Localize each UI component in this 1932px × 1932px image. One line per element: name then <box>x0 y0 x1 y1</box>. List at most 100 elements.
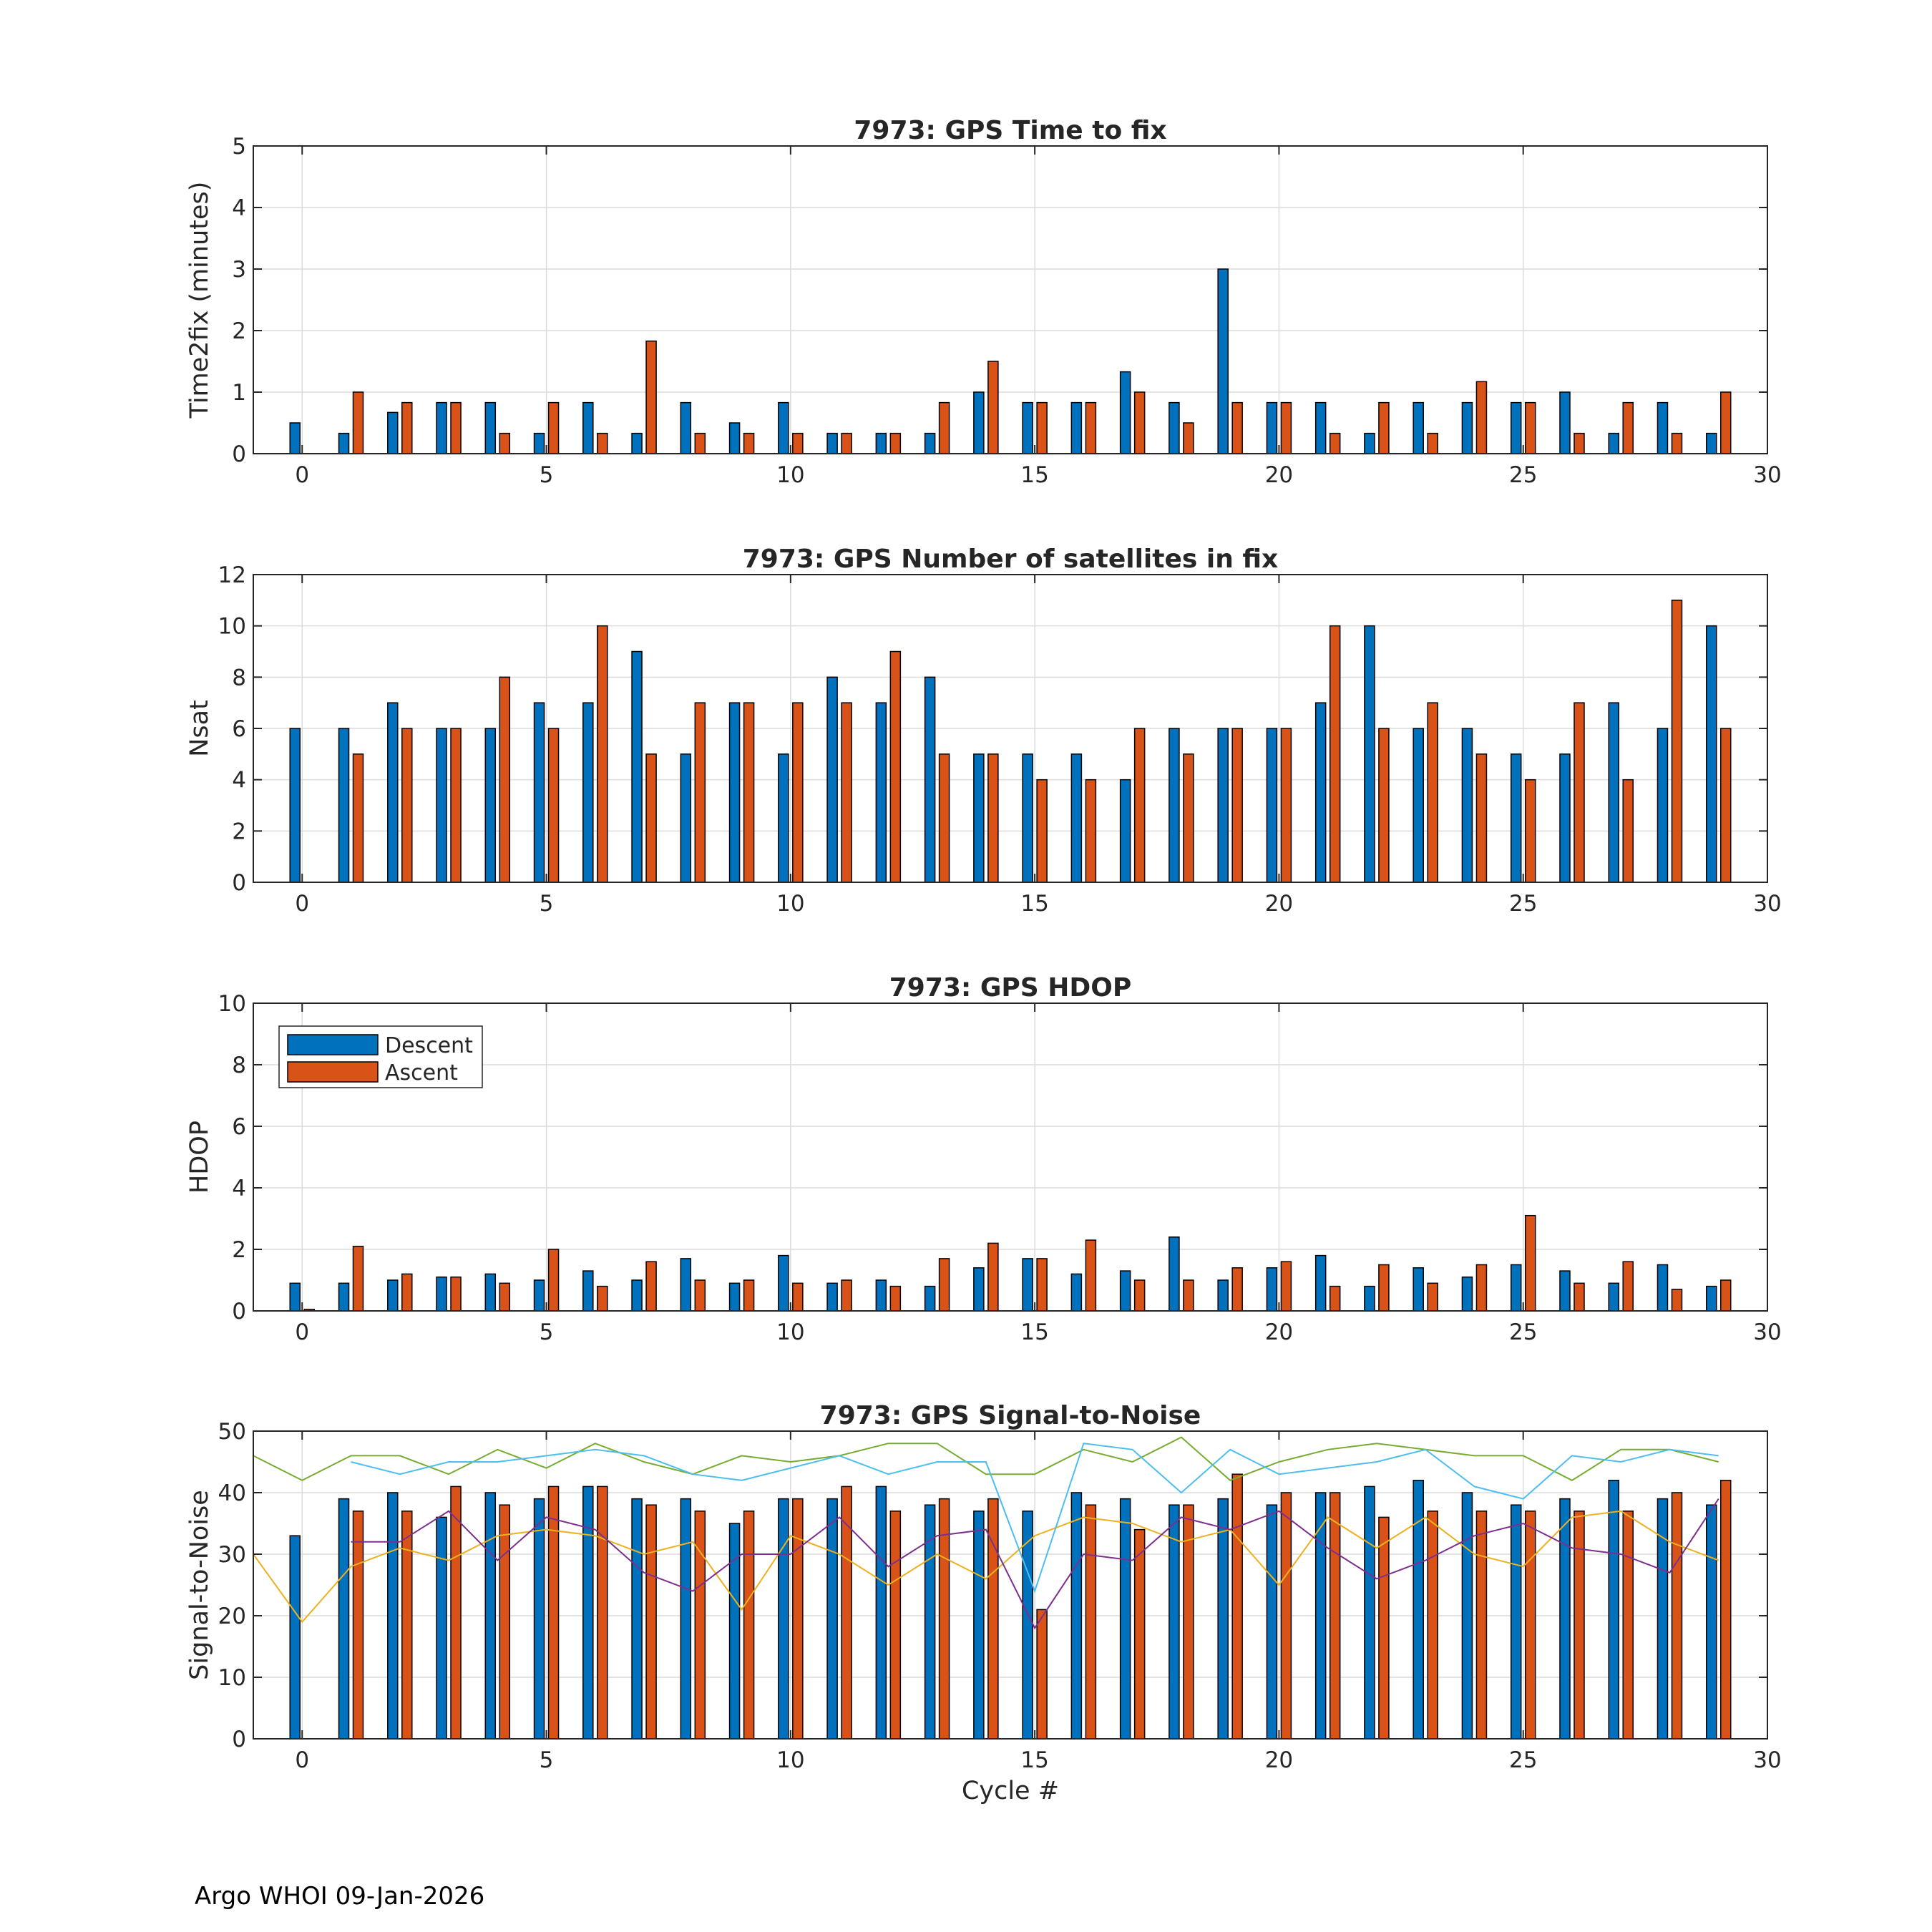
bar-descent <box>338 1282 350 1312</box>
snr-line-2 <box>351 1498 1719 1630</box>
x-tick-label: 0 <box>295 462 309 488</box>
y-axis-label: HDOP <box>185 1121 214 1194</box>
bar-descent <box>533 432 545 454</box>
y-tick-label: 4 <box>232 1176 246 1201</box>
bar-ascent <box>1574 1282 1585 1312</box>
bar-descent <box>973 391 985 454</box>
bar-ascent <box>1085 401 1097 454</box>
bar-descent <box>484 1492 497 1740</box>
bar-descent <box>1070 401 1083 454</box>
bar-descent <box>387 1279 399 1312</box>
x-tick-label: 15 <box>1020 1747 1048 1773</box>
x-tick-label: 5 <box>540 891 554 917</box>
y-tick-label: 8 <box>232 665 246 691</box>
bar-descent <box>973 1267 985 1312</box>
snr-line-3 <box>253 1436 1719 1481</box>
bar-descent <box>631 650 643 883</box>
bar-descent <box>1217 1498 1229 1740</box>
bar-ascent <box>1329 1492 1341 1740</box>
legend-swatch-descent <box>287 1034 379 1055</box>
y-tick-label: 6 <box>232 716 246 742</box>
bar-descent <box>1364 625 1375 883</box>
x-tick-label: 20 <box>1265 891 1293 917</box>
legend-label-ascent: Ascent <box>385 1060 458 1085</box>
bar-descent <box>1266 1504 1278 1740</box>
x-tick-label: 10 <box>776 1319 804 1345</box>
y-tick-label: 0 <box>232 870 246 896</box>
bar-descent <box>1461 1276 1473 1312</box>
bar-descent <box>1169 1236 1180 1312</box>
y-tick-label: 5 <box>232 134 246 160</box>
bar-ascent <box>1183 753 1194 883</box>
bar-ascent <box>450 1485 462 1740</box>
bar-descent <box>1705 625 1717 883</box>
bar-descent <box>1413 1267 1424 1312</box>
bar-ascent <box>499 1504 511 1740</box>
bar-ascent <box>889 1285 902 1312</box>
bar-descent <box>1657 728 1669 883</box>
bar-ascent <box>1133 1528 1146 1740</box>
bar-ascent <box>792 702 804 883</box>
bar-ascent <box>1427 1511 1438 1740</box>
bar-descent <box>778 401 789 454</box>
y-tick-label: 6 <box>232 1114 246 1140</box>
bar-descent <box>1119 1498 1131 1740</box>
bar-ascent <box>352 1245 364 1312</box>
bar-descent <box>1461 728 1473 883</box>
bar-ascent <box>841 702 852 883</box>
chart-panel-2: 0 5 10 15 20 25 30 0 2 4 6 8 10 12 7973: GPS Number of… <box>185 545 1782 917</box>
chart-title: 7973: GPS Signal-to-Noise <box>820 1401 1201 1430</box>
bar-descent <box>484 728 497 883</box>
bar-descent <box>1217 268 1229 454</box>
x-tick-label: 25 <box>1509 891 1537 917</box>
legend-label-descent: Descent <box>385 1033 473 1058</box>
bar-ascent <box>743 432 755 454</box>
bar-ascent <box>1085 779 1097 883</box>
chart-title: 7973: GPS HDOP <box>889 973 1132 1002</box>
bar-descent <box>1510 753 1522 883</box>
bar-descent <box>289 1282 301 1312</box>
bar-descent <box>680 401 692 454</box>
bar-descent <box>973 753 985 883</box>
bar-ascent <box>938 401 950 454</box>
bar-descent <box>1510 401 1522 454</box>
bar-descent <box>1070 753 1083 883</box>
bar-descent <box>826 676 838 883</box>
y-tick-label: 10 <box>218 991 246 1017</box>
y-tick-label: 0 <box>232 1727 246 1752</box>
bar-ascent <box>1475 381 1488 454</box>
bar-descent <box>1705 1504 1717 1740</box>
bar-ascent <box>1036 401 1048 454</box>
bar-descent <box>289 728 301 883</box>
y-tick-label: 40 <box>218 1480 246 1506</box>
y-axis-label: Time2fix (minutes) <box>185 182 214 419</box>
bar-ascent <box>1475 1264 1488 1312</box>
bar-descent <box>631 1279 643 1312</box>
x-tick-label: 30 <box>1753 891 1781 917</box>
y-tick-label: 1 <box>232 380 246 406</box>
chart-panel-4: 0 5 10 15 20 25 30 0 10 20 30 40 50 7973: GPS Signal-… <box>185 1401 1782 1805</box>
bar-descent <box>1364 1485 1375 1740</box>
bar-ascent <box>352 1511 364 1740</box>
bar-descent <box>1364 432 1375 454</box>
bar-descent <box>924 432 936 454</box>
x-tick-label: 5 <box>540 1319 554 1345</box>
bar-ascent <box>1475 753 1488 883</box>
bar-ascent <box>743 1279 755 1312</box>
x-tick-label: 20 <box>1265 462 1293 488</box>
bar-descent <box>1022 753 1033 883</box>
bar-descent <box>1314 702 1327 883</box>
bar-ascent <box>1133 1279 1146 1312</box>
legend-swatch-ascent <box>287 1061 379 1083</box>
x-tick-label: 15 <box>1020 891 1048 917</box>
bar-ascent <box>1280 401 1292 454</box>
bar-descent <box>1070 1492 1083 1740</box>
x-tick-label: 15 <box>1020 462 1048 488</box>
bar-descent <box>1314 1492 1327 1740</box>
bar-ascent <box>645 1504 657 1740</box>
bar-ascent <box>889 650 902 883</box>
bar-ascent <box>401 1273 413 1312</box>
bar-ascent <box>743 1511 755 1740</box>
bar-descent <box>582 401 594 454</box>
